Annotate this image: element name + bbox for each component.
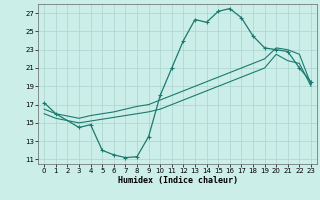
X-axis label: Humidex (Indice chaleur): Humidex (Indice chaleur)	[118, 176, 238, 185]
